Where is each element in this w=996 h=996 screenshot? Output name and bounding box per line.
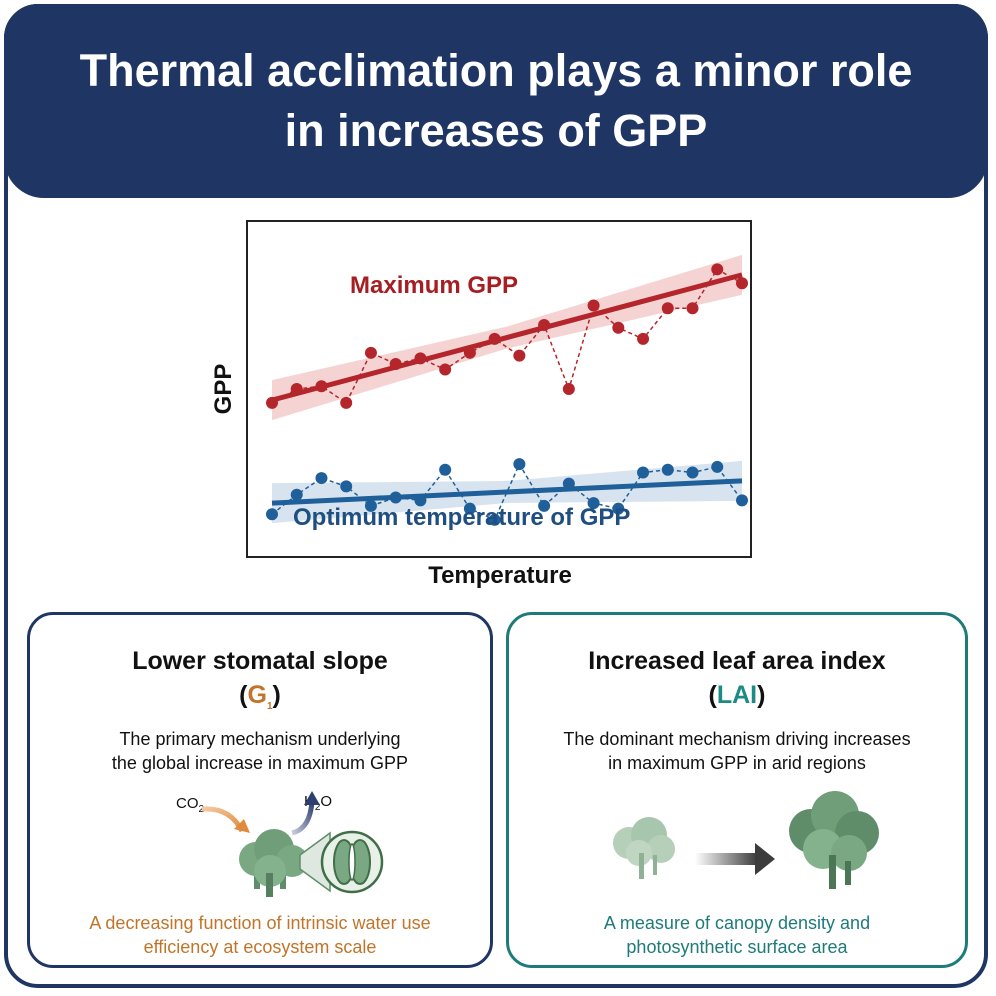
card-foot-line-2: photosynthetic surface area: [626, 937, 848, 957]
abbr-main: G: [247, 681, 267, 709]
max-gpp-point: [686, 302, 699, 315]
max-gpp-point: [290, 383, 303, 395]
x-axis-label: Temperature: [428, 562, 572, 589]
abbr-close-paren: ): [272, 681, 281, 709]
card-abbreviation: (LAI): [509, 681, 965, 710]
max-gpp-point: [463, 346, 476, 359]
abbr-main: LAI: [716, 681, 758, 709]
co2-label: CO2: [176, 795, 205, 815]
max-gpp-point: [364, 346, 377, 359]
opt-temp-point: [290, 488, 303, 501]
card-desc-line-2: the global increase in maximum GPP: [111, 753, 409, 773]
max-gpp-point: [661, 302, 674, 315]
opt-temp-point: [340, 480, 353, 493]
tree-cluster-icon: [239, 829, 308, 897]
opt-temp-point: [538, 499, 551, 512]
max-gpp-point: [389, 357, 402, 370]
opt-temp-point: [364, 499, 377, 512]
card-title: Increased leaf area index: [588, 647, 886, 675]
max-gpp-point: [587, 299, 600, 312]
opt-temp-point: [637, 466, 650, 479]
opt-temp-point: [587, 497, 600, 510]
opt-temp-point: [439, 463, 452, 476]
opt-temp-point: [266, 508, 278, 521]
max-gpp-point: [538, 318, 551, 331]
max-gpp-point: [562, 383, 575, 395]
opt-temp-point: [513, 458, 526, 471]
stomata-illustration: [201, 791, 384, 897]
y-axis-label: GPP: [210, 363, 237, 415]
abbr-g: G1: [247, 681, 273, 712]
opt-temp-point: [711, 460, 724, 473]
opt-temp-point: [389, 491, 402, 504]
opt-temp-point: [315, 472, 328, 485]
max-gpp-point: [736, 277, 748, 290]
max-gpp-point: [439, 363, 452, 376]
series-label-optimum-temperature: Optimum temperature of GPP: [293, 504, 631, 531]
max-gpp-point: [315, 380, 328, 393]
opt-temp-point: [562, 477, 575, 490]
opt-temp-point: [661, 463, 674, 476]
card-foot-line-1: A measure of canopy density and: [603, 913, 871, 933]
opt-temp-point: [463, 502, 476, 515]
card-title: Lower stomatal slope: [132, 647, 388, 675]
lai-illustration: [613, 791, 879, 889]
title-banner: Thermal acclimation plays a minor role i…: [4, 4, 988, 198]
max-gpp-point: [711, 263, 724, 276]
max-gpp-point: [414, 352, 427, 365]
card-foot-line-2: efficiency at ecosystem scale: [143, 937, 377, 957]
card-leaf-area-index: Increased leaf area index (LAI) The domi…: [506, 612, 968, 968]
opt-temp-point: [488, 513, 501, 526]
opt-temp-trend-line: [271, 478, 743, 506]
stomata-icon: [320, 830, 384, 894]
abbr-open-paren: (: [239, 681, 248, 709]
card-stomatal-slope: Lower stomatal slope (G1) The primary me…: [27, 612, 493, 968]
small-tree-icon: [613, 817, 675, 879]
opt-temp-point: [686, 466, 699, 479]
opt-temp-point: [736, 494, 748, 507]
abbr-sub: 1: [266, 701, 273, 712]
opt-temp-point: [414, 494, 427, 507]
max-gpp-point: [513, 349, 526, 362]
abbr-close-paren: ): [757, 681, 766, 709]
gradient-arrow-icon: [695, 843, 775, 875]
max-gpp-point: [266, 396, 278, 409]
chart-plot-area: [266, 254, 748, 526]
card-abbreviation: (G1): [30, 681, 490, 712]
large-tree-icon: [789, 791, 879, 889]
card-foot-line-1: A decreasing function of intrinsic water…: [89, 913, 431, 933]
h2o-arrow-icon: [291, 791, 320, 836]
gpp-chart: [246, 220, 752, 558]
title-line-2: in increases of GPP: [284, 105, 708, 156]
max-gpp-point: [488, 332, 501, 345]
opt-temp-point: [612, 502, 625, 515]
co2-arrow-icon: [201, 806, 250, 833]
max-gpp-trend-line: [271, 272, 743, 403]
max-gpp-point: [340, 396, 353, 409]
title-line-1: Thermal acclimation plays a minor role: [79, 45, 913, 96]
card-desc-line-1: The dominant mechanism driving increases: [563, 729, 911, 749]
abbr-open-paren: (: [708, 681, 717, 709]
max-gpp-point: [612, 321, 625, 334]
max-gpp-point: [637, 332, 650, 345]
series-label-maximum-gpp: Maximum GPP: [350, 272, 519, 299]
card-desc-line-2: in maximum GPP in arid regions: [608, 753, 866, 773]
card-desc-line-1: The primary mechanism underlying: [119, 729, 401, 749]
max-gpp-series-line: [271, 268, 743, 405]
